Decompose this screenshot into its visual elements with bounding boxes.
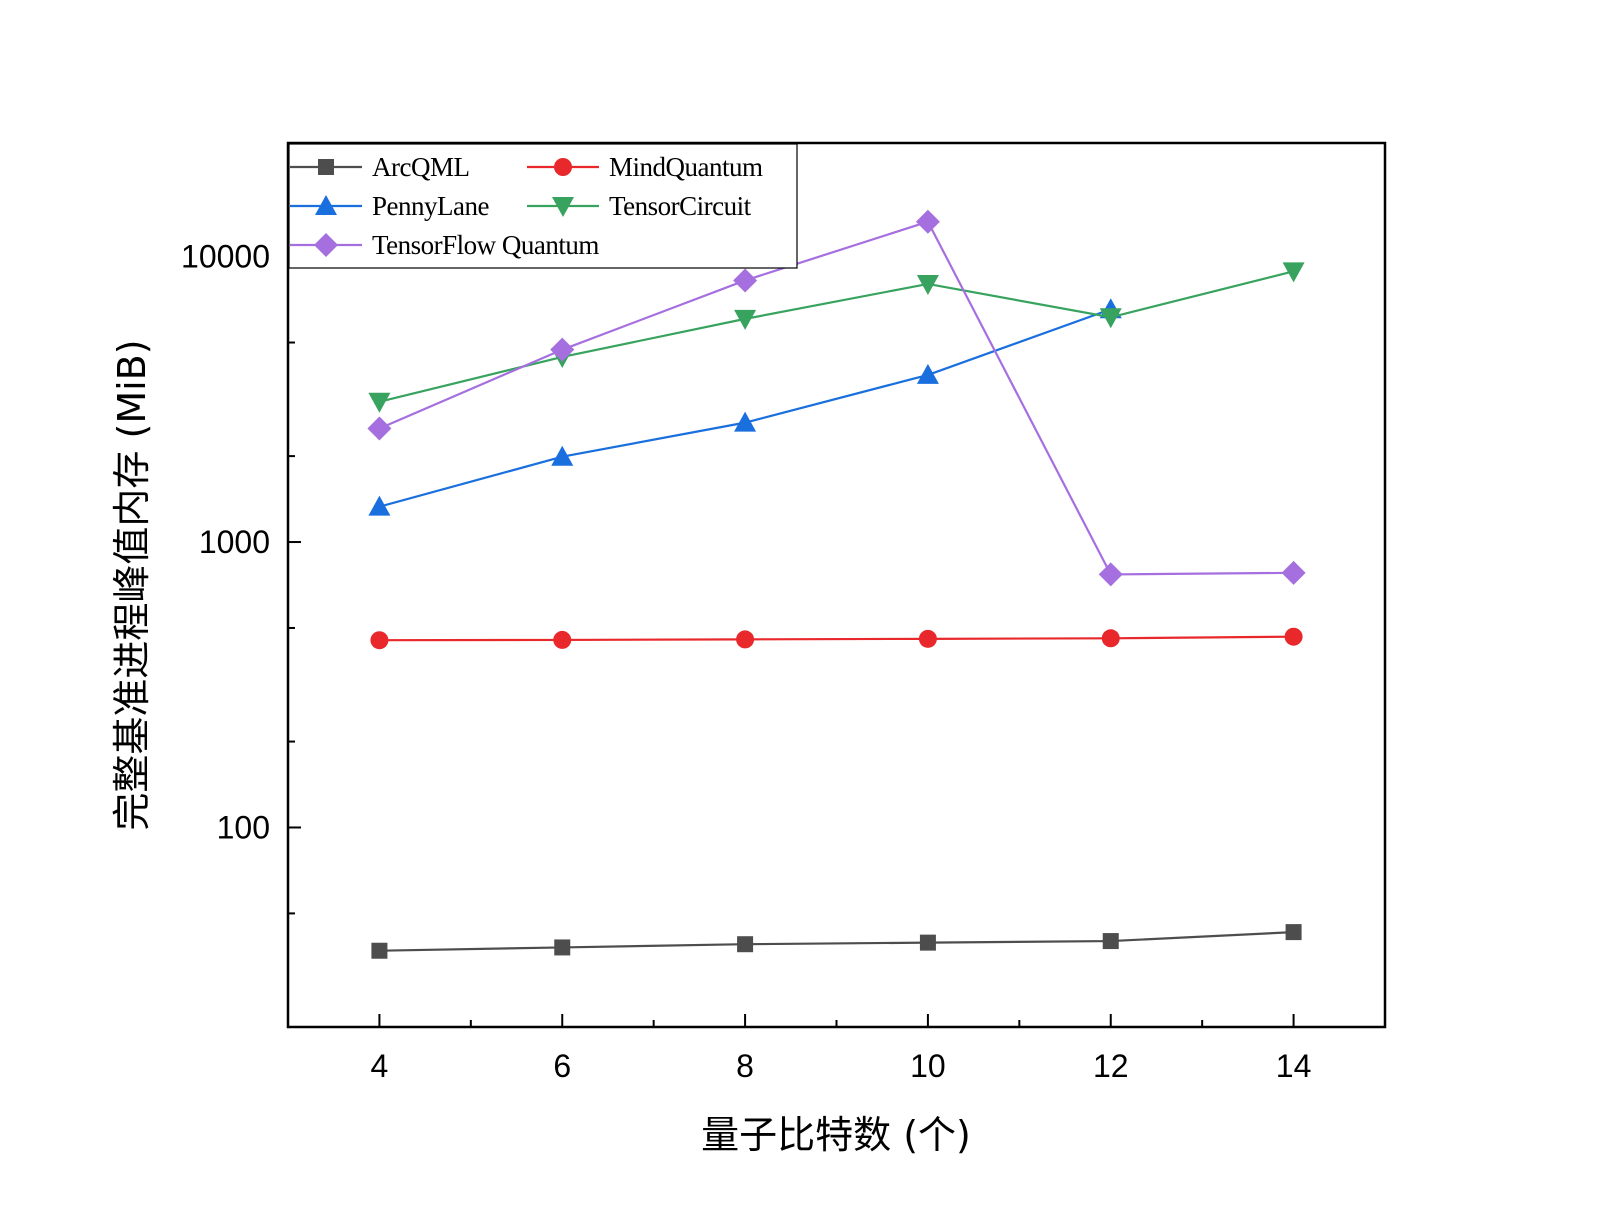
- legend-marker: [552, 197, 574, 217]
- data-point: [1282, 262, 1305, 283]
- legend-marker: [315, 195, 337, 215]
- data-point: [736, 630, 755, 649]
- legend-label: ArcQML: [372, 152, 469, 182]
- legend-label: TensorCircuit: [609, 191, 752, 221]
- data-point: [916, 363, 939, 384]
- x-tick-label: 12: [1093, 1048, 1129, 1084]
- data-point: [553, 630, 572, 649]
- data-point: [550, 337, 575, 362]
- legend-label: TensorFlow Quantum: [372, 230, 599, 260]
- data-point: [1101, 629, 1120, 648]
- data-point: [1281, 560, 1306, 585]
- x-axis-title: 量子比特数 (个): [701, 1113, 971, 1157]
- data-point: [1284, 627, 1303, 646]
- data-point: [733, 268, 758, 293]
- y-tick-label: 100: [217, 809, 270, 845]
- series-pennylane: [368, 298, 1122, 516]
- series-line: [379, 635, 1294, 642]
- legend-item: ArcQML: [290, 152, 470, 182]
- data-point: [1102, 933, 1119, 950]
- legend-item: PennyLane: [290, 191, 490, 221]
- data-point: [1099, 308, 1122, 329]
- data-point: [919, 934, 936, 951]
- data-point: [915, 209, 940, 234]
- data-point: [368, 392, 391, 413]
- x-tick-label: 6: [553, 1048, 571, 1084]
- data-point: [554, 939, 571, 956]
- legend: ArcQML MindQuantum PennyLane TensorCircuit T…: [288, 143, 798, 269]
- y-tick-label: 1000: [199, 524, 270, 560]
- legend-item: TensorCircuit: [527, 191, 752, 221]
- y-tick-label: 10000: [181, 239, 270, 275]
- series-line: [379, 308, 1112, 508]
- data-point: [737, 936, 754, 953]
- legend-label: MindQuantum: [609, 152, 763, 182]
- x-axis-ticks: 4 6 8 10 12 14: [287, 1014, 1386, 1084]
- data-point: [918, 629, 937, 648]
- plot-frame: [286, 141, 1387, 1029]
- data-point: [551, 445, 574, 466]
- legend-item: MindQuantum: [527, 152, 763, 182]
- data-point: [371, 942, 388, 959]
- series-line: [379, 931, 1294, 952]
- y-axis-title: 完整基准进程峰值内存 (MiB): [110, 339, 154, 830]
- data-point: [367, 416, 392, 441]
- series-tensorflow-quantum: [367, 209, 1306, 587]
- data-point: [370, 631, 389, 650]
- legend-marker: [314, 233, 338, 257]
- data-point: [368, 495, 391, 516]
- data-point: [734, 411, 757, 432]
- data-point: [1098, 562, 1123, 587]
- series-line: [379, 270, 1294, 403]
- series-tensorcircuit: [368, 262, 1305, 413]
- x-tick-label: 8: [736, 1048, 754, 1084]
- series-arcqml: [371, 924, 1302, 959]
- legend-marker: [554, 158, 572, 176]
- series-mindquantum: [370, 627, 1303, 650]
- x-tick-label: 10: [910, 1048, 946, 1084]
- legend-item: TensorFlow Quantum: [290, 230, 600, 260]
- x-tick-label: 4: [371, 1048, 389, 1084]
- legend-label: PennyLane: [372, 191, 489, 221]
- series-layer: [367, 209, 1306, 959]
- series-line: [378, 220, 1294, 576]
- data-point: [916, 274, 939, 295]
- data-point: [1285, 924, 1302, 941]
- legend-marker: [318, 159, 334, 175]
- data-point: [734, 309, 757, 330]
- y-axis-ticks: 100 1000 10000: [181, 169, 301, 1028]
- x-tick-label: 14: [1276, 1048, 1312, 1084]
